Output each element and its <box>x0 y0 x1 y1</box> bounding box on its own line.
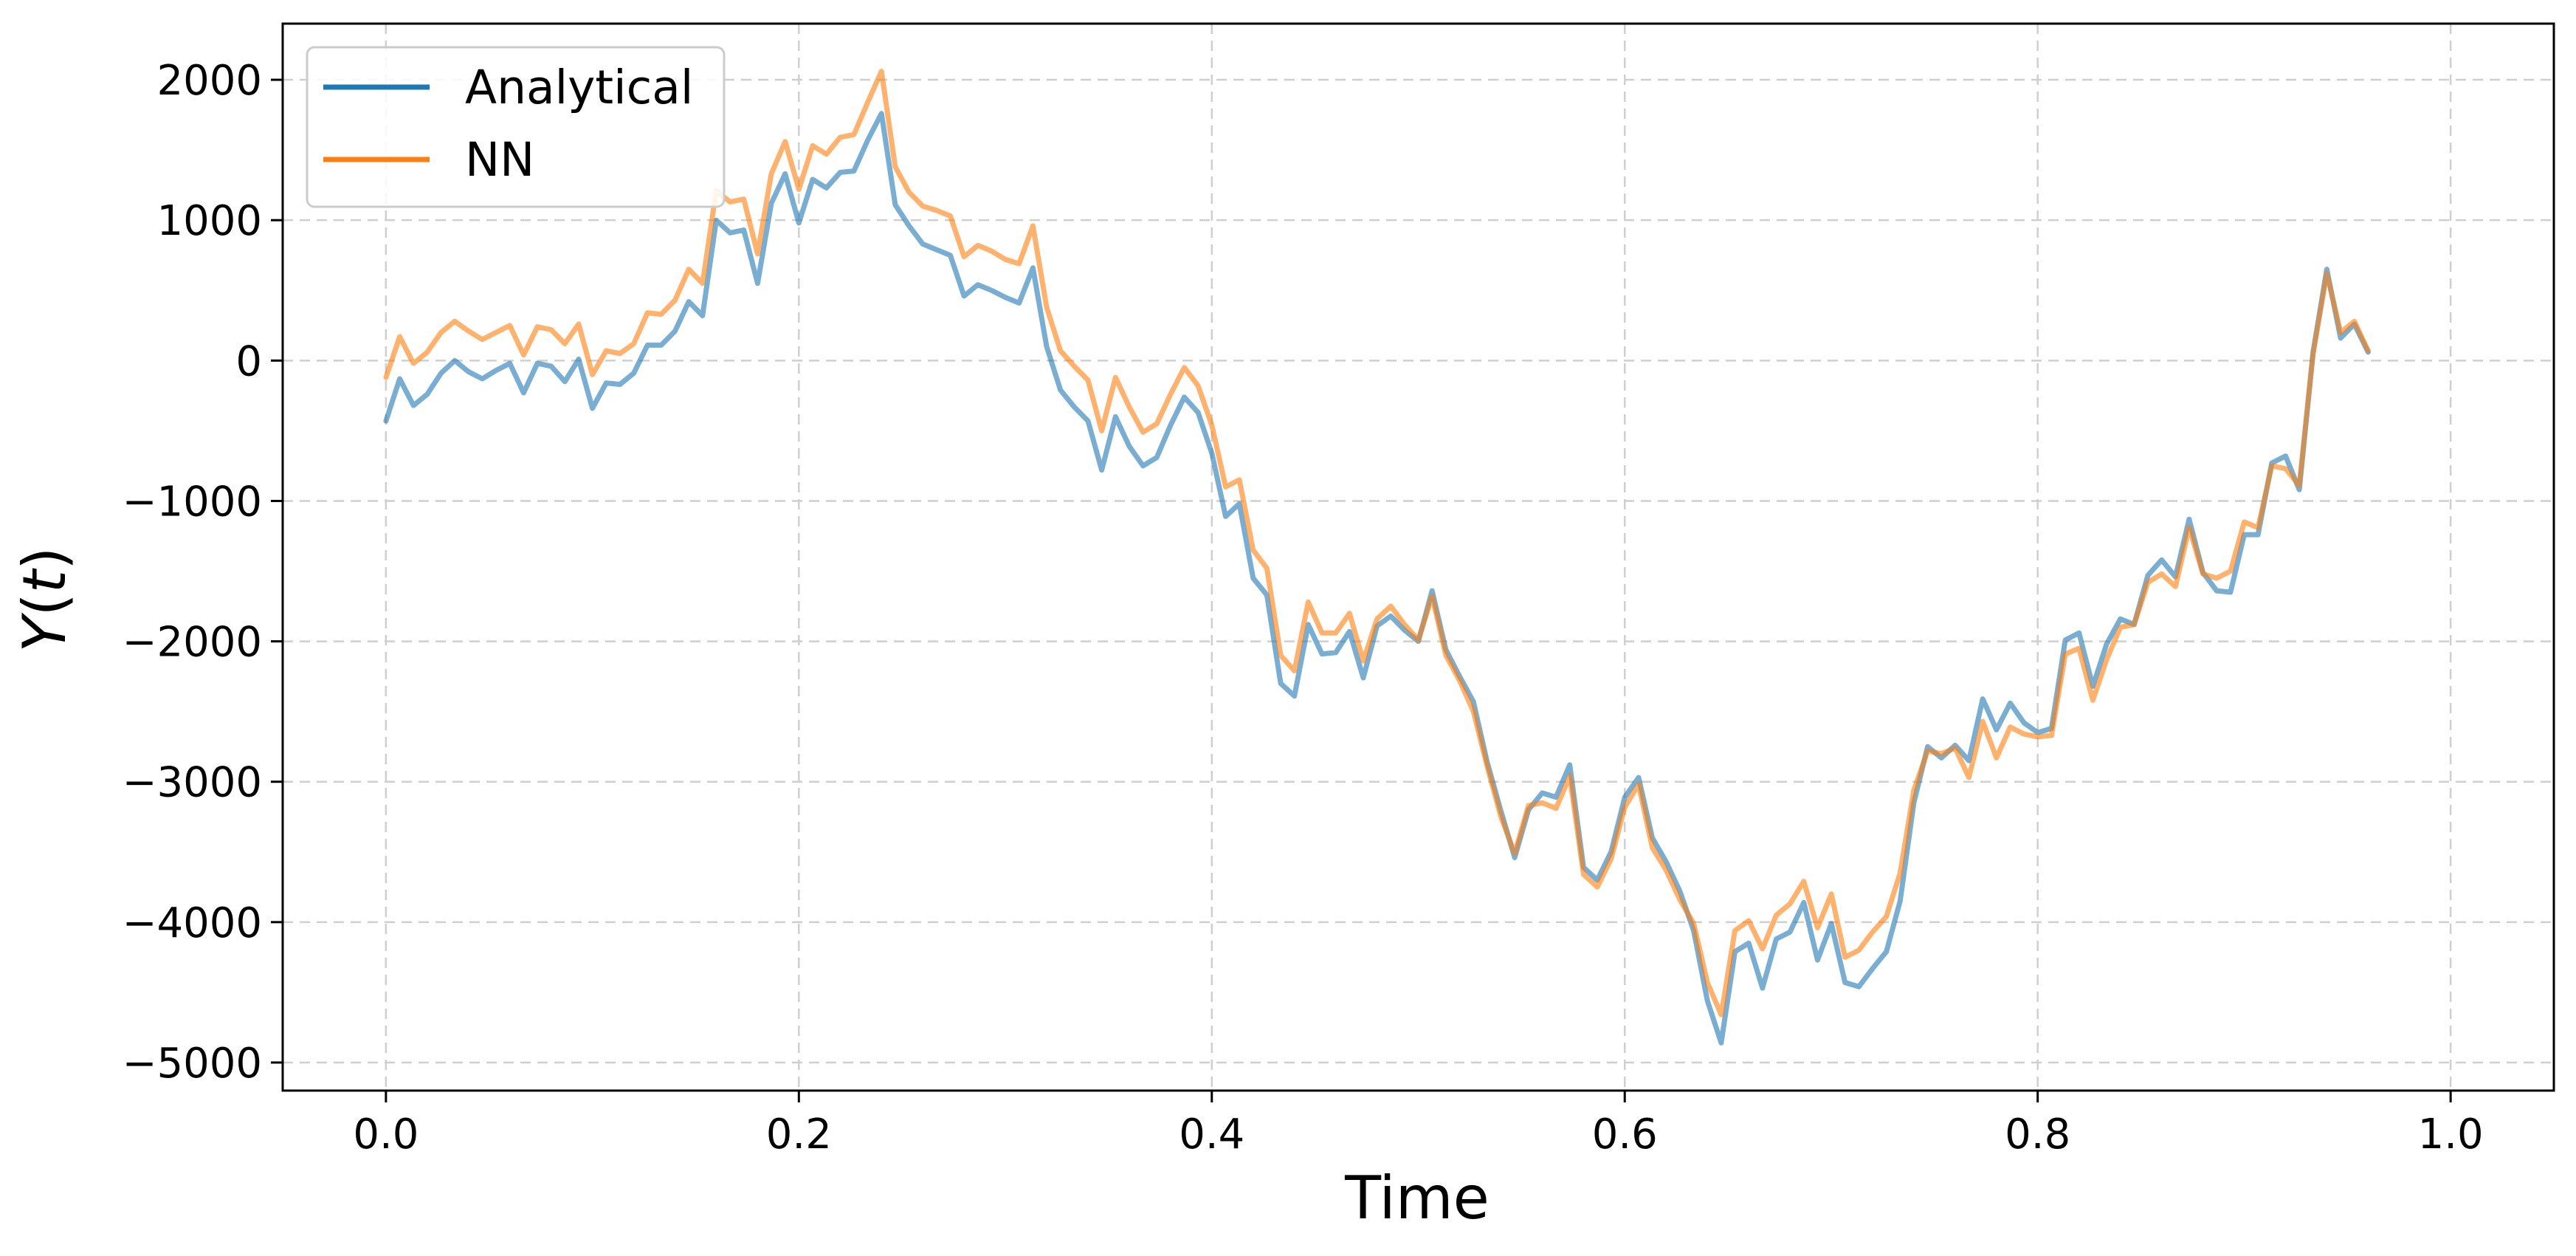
plot-frame <box>281 22 2555 1092</box>
x-tick-label: 1.0 <box>2418 1111 2484 1159</box>
x-tick-label: 0.0 <box>353 1111 419 1159</box>
legend-label-nn: NN <box>465 133 534 187</box>
y-tick-label: −3000 <box>123 759 262 807</box>
y-tick-label: 2000 <box>156 57 262 105</box>
series-layer <box>383 69 2371 1046</box>
y-tick-label: −4000 <box>123 899 262 947</box>
x-tick-label: 0.4 <box>1179 1111 1244 1159</box>
y-tick-label: 1000 <box>156 197 262 245</box>
x-tick-label: 0.6 <box>1592 1111 1658 1159</box>
series-line-analytical <box>383 111 2371 1046</box>
y-axis-label: Y(t) <box>10 547 79 653</box>
x-tick-label: 0.8 <box>2005 1111 2070 1159</box>
y-tick-label: −1000 <box>123 478 262 526</box>
y-axis-ticks: 2000 1000 0 −1000 −2000 −3000 −4000 −5000 <box>123 57 283 1088</box>
x-tick-label: 0.2 <box>766 1111 832 1159</box>
y-tick-label: −2000 <box>123 619 262 667</box>
x-axis-ticks: 0.0 0.2 0.4 0.6 0.8 1.0 <box>353 1091 2484 1159</box>
y-tick-label: −5000 <box>123 1040 262 1088</box>
legend: Analytical NN <box>306 46 726 208</box>
series-line-nn <box>383 69 2371 1018</box>
y-tick-label: 0 <box>235 337 262 385</box>
x-axis-label: Time <box>1344 1164 1490 1232</box>
legend-label-analytical: Analytical <box>465 61 693 114</box>
